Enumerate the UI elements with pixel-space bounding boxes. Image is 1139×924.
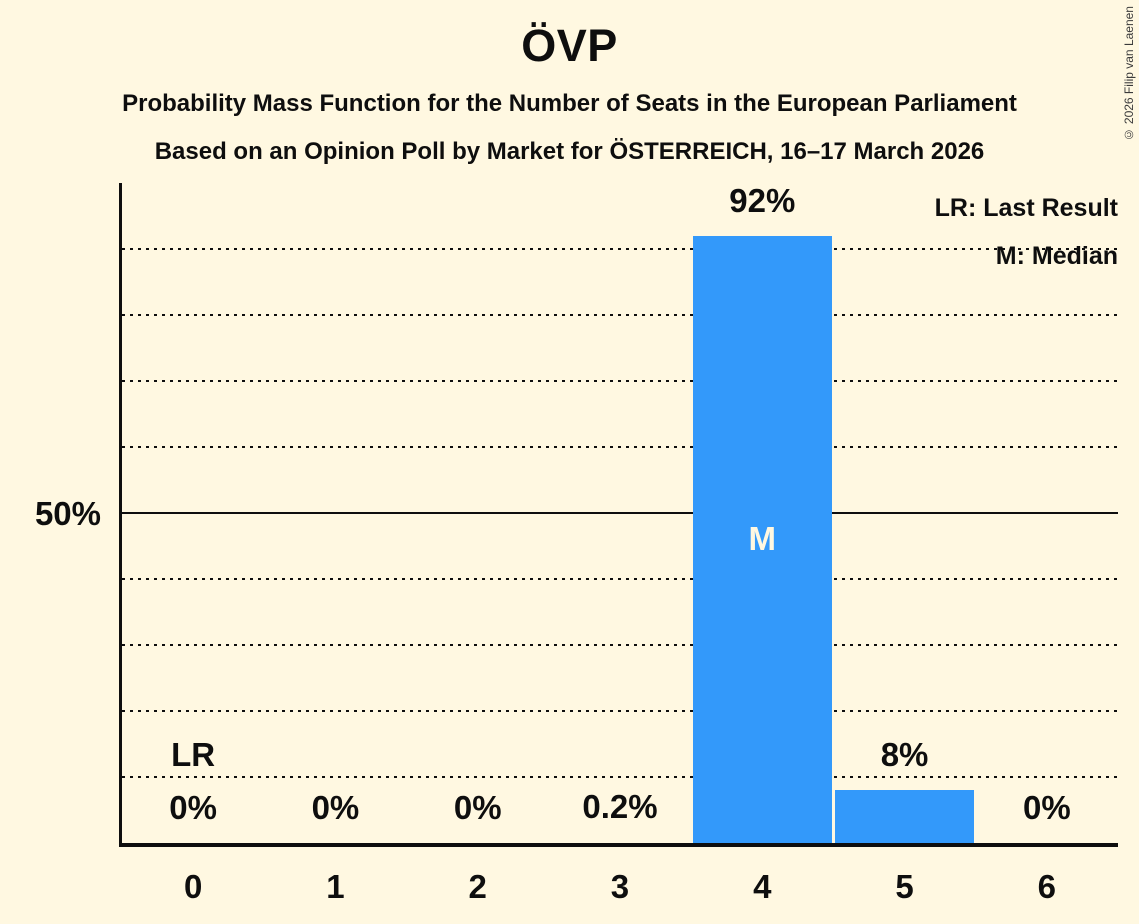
x-tick-seat-2: 2	[468, 868, 487, 905]
value-label-seat-6: 0%	[1022, 789, 1071, 826]
x-axis-labels: 0 1 2 3 4 5 6	[122, 868, 1118, 914]
gridline-50pct-solid	[122, 512, 1118, 514]
y-axis-tick-label: 50%	[34, 495, 101, 532]
bar-seat-4	[692, 235, 832, 843]
legend-median: M: Median	[995, 242, 1118, 270]
chart-source-line: Based on an Opinion Poll by Market for Ö…	[154, 138, 985, 165]
gridline-90pct	[122, 248, 1118, 250]
value-label-seat-0: 0%	[169, 789, 217, 826]
chart-subtitle: Probability Mass Function for the Number…	[122, 90, 1017, 117]
gridline-20pct	[122, 710, 1118, 712]
legend-last-result: LR: Last Result	[934, 194, 1118, 222]
x-tick-seat-0: 0	[183, 868, 203, 905]
gridline-30pct	[122, 644, 1118, 646]
value-label-seat-5: 8%	[880, 736, 929, 774]
legend: LR: Last Result M: Median	[935, 184, 1118, 280]
value-label-seat-3: 0.2%	[582, 787, 658, 825]
bar-seat-5	[834, 790, 975, 843]
x-tick-seat-3: 3	[610, 868, 630, 905]
gridline-80pct	[122, 314, 1118, 316]
gridline-40pct	[122, 578, 1118, 580]
x-tick-seat-6: 6	[1037, 868, 1057, 905]
value-label-seat-1: 0%	[311, 789, 360, 826]
value-label-seat-2: 0%	[453, 789, 502, 826]
gridline-60pct	[122, 446, 1118, 448]
x-tick-seat-1: 1	[326, 868, 345, 905]
chart-title: ÖVP	[521, 20, 618, 71]
copyright-notice: © 2026 Filip van Laenen	[1122, 6, 1136, 142]
value-label-seat-4: 92%	[729, 181, 796, 219]
x-tick-seat-5: 5	[895, 868, 914, 905]
gridline-10pct	[122, 776, 1118, 778]
gridline-70pct	[122, 380, 1118, 382]
x-tick-seat-4: 4	[753, 868, 772, 905]
median-marker: M	[748, 520, 777, 558]
plot-area: 0% 0% 0% 0.2% 92% 8% 0% LR M	[119, 181, 1118, 847]
last-result-marker: LR	[171, 736, 216, 773]
